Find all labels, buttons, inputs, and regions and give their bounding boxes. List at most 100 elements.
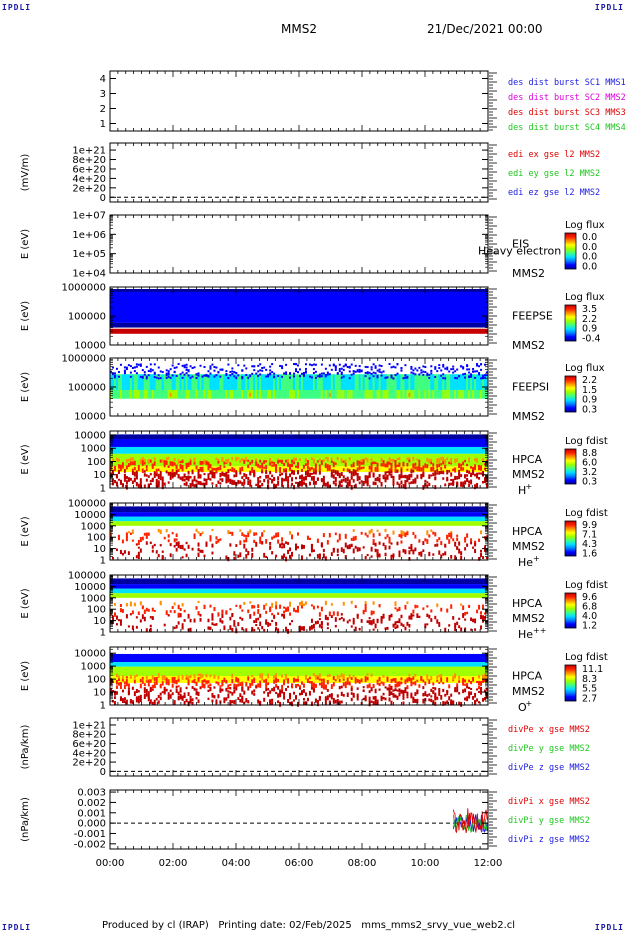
x-tick-label: 02:00 [159,858,188,869]
species-charge: ++ [533,626,546,635]
y-tick-label: 6e+20 [72,164,106,175]
y-tick-label: 1000 [81,662,106,673]
footer-credit: Produced by cl (IRAP) Printing date: 02/… [102,920,516,931]
colorbar-title: Log fdist [565,436,608,447]
instrument-label: HPCA [512,525,543,538]
y-tick-label: 4e+20 [72,748,106,759]
y-tick-label: 1 [100,484,106,495]
legend-entry: divPe y gse MMS2 [508,744,590,754]
colorbar-value: 2.7 [582,693,597,704]
y-axis-label: E (eV) [20,229,31,259]
instrument-label: EIS [512,237,529,250]
species-label: H [518,484,526,497]
y-tick-label: 1000000 [61,283,106,294]
legend-entry: des dist burst SC2 MMS2 [508,93,626,103]
y-tick-label: 10000 [74,510,106,521]
spectrogram-4 [110,289,489,334]
spacecraft-label: MMS2 [512,468,545,481]
y-tick-label: 100 [87,457,106,468]
spacecraft-label: MMS2 [512,685,545,698]
colorbar-value: 0.3 [582,404,597,415]
y-tick-label: 2e+20 [72,183,106,194]
x-tick-label: 06:00 [285,858,314,869]
legend-entry: divPe x gse MMS2 [508,725,590,735]
spectrogram-8 [110,578,489,634]
legend-entry: divPe z gse MMS2 [508,763,590,773]
y-tick-label: 10000 [74,430,106,441]
y-tick-label: 1000000 [61,354,106,365]
panel-4: 1000000 100000 10000 E (eV) FEEPSE MMS2 Log fl… [20,283,605,353]
spacecraft-label: MMS2 [512,410,545,423]
colorbar-title: Log fdist [565,652,608,663]
y-tick-label: 2 [100,104,106,115]
corner-label-bottom-right: IPDLI [594,923,624,932]
y-tick-label: 0.001 [77,808,106,819]
y-axis-label: (nPa/km) [20,725,31,770]
x-tick-label: 04:00 [222,858,251,869]
y-tick-label: 1 [100,628,106,639]
colorbar-value: 0.3 [582,477,597,488]
colorbar-title: Log fdist [565,580,608,591]
spectrogram-7 [110,506,489,562]
legend-entry: des dist burst SC3 MMS3 [508,108,626,118]
colorbar-3 [564,232,577,270]
y-axis-label: E (eV) [20,588,31,618]
datetime-title: 21/Dec/2021 00:00 [427,22,543,36]
colorbar-6 [564,448,577,485]
colorbar-value: 9.9 [582,520,597,531]
colorbar-8 [564,592,577,629]
panel-frame-2 [109,142,489,203]
y-tick-label: 10 [93,688,106,699]
y-tick-label: 2e+20 [72,758,106,769]
spacecraft-label: MMS2 [512,339,545,352]
instrument-label: HPCA [512,669,543,682]
y-tick-label: 1000 [81,521,106,532]
colorbar-5 [564,375,577,413]
y-tick-label: 0.003 [77,788,106,799]
colorbar-value: 0.9 [582,395,597,406]
y-tick-label: -0.001 [74,829,106,840]
y-tick-label: 1000 [81,444,106,455]
colorbar-value: 4.0 [582,611,597,622]
y-tick-label: 1e+05 [72,249,106,260]
y-tick-label: 10 [93,470,106,481]
panel-5: 1000000 100000 10000 E (eV) FEEPSI MMS2 Log fl… [20,354,605,424]
colorbar-value: 0.0 [582,242,597,253]
y-axis-label: (mV/m) [20,154,31,192]
legend-entry: edi ex gse l2 MMS2 [508,150,600,160]
y-tick-label: 3 [100,89,106,100]
panel-frame-3 [109,214,489,274]
x-tick-label: 00:00 [96,858,125,869]
spectrogram-5 [110,363,489,399]
colorbar-value: -0.4 [582,333,601,344]
colorbar-value: 2.2 [582,314,597,325]
panel-6: 10000 1000 100 10 1 E (eV) HPCA MMS2 H + Log fdist… [20,430,608,497]
spacecraft-label: MMS2 [512,267,545,280]
x-tick-label: 12:00 [474,858,503,869]
panel-frame-1 [109,70,489,132]
y-tick-label: 100 [87,675,106,686]
colorbar-value: 3.2 [582,467,597,478]
instrument-label: FEEPSI [512,380,549,393]
y-axis-label: E (eV) [20,301,31,331]
instrument-label: HPCA [512,453,543,466]
y-tick-label: 8e+20 [72,155,106,166]
spacecraft-label: MMS2 [512,540,545,553]
y-tick-label: 10000 [74,582,106,593]
legend-entry: divPi x gse MMS2 [508,797,590,807]
y-tick-label: 1e+07 [72,211,106,222]
species-charge: + [533,554,540,563]
y-tick-label: 0 [100,193,106,204]
panel-frame-11 [109,789,489,850]
y-tick-label: 100000 [68,499,106,510]
colorbar-9 [564,664,577,702]
colorbar-value: 0.9 [582,324,597,335]
colorbar-title: Log flux [565,363,605,374]
colorbar-title: Log flux [565,220,605,231]
y-tick-label: 100000 [68,383,106,394]
panel-frame-10 [109,717,489,777]
